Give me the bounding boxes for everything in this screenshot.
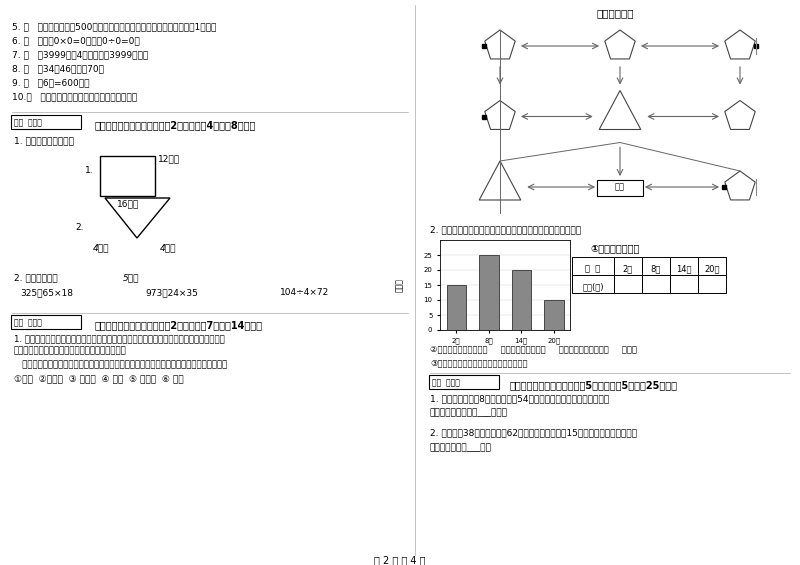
Bar — [479, 255, 498, 330]
Bar — [572, 275, 614, 293]
Text: 12厘米: 12厘米 — [158, 154, 180, 163]
Text: 4分米: 4分米 — [93, 243, 110, 252]
Text: 1. 走进动物园大门，正北面是狮子山和熊猫馆，狮子山的东侧是飞禽馆，西侧是猴园。大象: 1. 走进动物园大门，正北面是狮子山和熊猫馆，狮子山的东侧是飞禽馆，西侧是猴园。… — [14, 334, 225, 343]
Text: 6. （   ）因为0×0=0，所以0÷0=0。: 6. （ ）因为0×0=0，所以0÷0=0。 — [12, 36, 140, 45]
Text: 1. 求下面图形的周长。: 1. 求下面图形的周长。 — [14, 136, 74, 145]
Text: 时  间: 时 间 — [586, 264, 601, 273]
Bar — [614, 275, 642, 293]
Bar — [544, 300, 563, 330]
Text: 20时: 20时 — [704, 264, 720, 273]
Text: 9. （   ）6分=600秒。: 9. （ ）6分=600秒。 — [12, 78, 90, 87]
Text: 根据小强的描述，请你把这些动物馆馆所在的位置，在动物园的导游图上用序号表示出来。: 根据小强的描述，请你把这些动物馆馆所在的位置，在动物园的导游图上用序号表示出来。 — [14, 360, 227, 369]
Polygon shape — [605, 30, 635, 59]
Text: 2. 递等式计算。: 2. 递等式计算。 — [14, 273, 58, 282]
Text: 大门: 大门 — [615, 182, 625, 192]
Text: 1. 学校食堂买大米8袋，每袋大米54千克，学校食堂买大米多少千克！: 1. 学校食堂买大米8袋，每袋大米54千克，学校食堂买大米多少千克！ — [430, 394, 609, 403]
Bar — [572, 257, 614, 275]
Text: 8时: 8时 — [651, 264, 661, 273]
Text: 得分  评卷人: 得分 评卷人 — [432, 378, 460, 387]
Text: 答：学校食堂买大米___千克。: 答：学校食堂买大米___千克。 — [430, 408, 508, 417]
Polygon shape — [479, 161, 521, 200]
FancyBboxPatch shape — [11, 315, 81, 329]
Polygon shape — [105, 198, 170, 238]
Bar — [614, 257, 642, 275]
Text: ③实际算一算，这天的平均气温是多少度？: ③实际算一算，这天的平均气温是多少度？ — [430, 358, 527, 367]
Polygon shape — [725, 101, 755, 129]
Text: 得分  评卷人: 得分 评卷人 — [14, 118, 42, 127]
Text: 5分米: 5分米 — [123, 273, 139, 282]
FancyBboxPatch shape — [429, 375, 499, 389]
Text: 1.: 1. — [85, 166, 94, 175]
Text: 四、看清题目，细心计算（共2小题，每题4分，共8分）。: 四、看清题目，细心计算（共2小题，每题4分，共8分）。 — [95, 120, 256, 130]
Text: 得分  评卷人: 得分 评卷人 — [14, 318, 42, 327]
Bar — [670, 275, 698, 293]
Text: 10.（   ）长方形的周长就是它四条边长度的和。: 10.（ ）长方形的周长就是它四条边长度的和。 — [12, 92, 137, 101]
Y-axis label: （度）: （度） — [394, 278, 404, 292]
Bar — [100, 156, 155, 196]
Bar — [642, 275, 670, 293]
Bar — [698, 275, 726, 293]
Text: 7. （   ）3999克与4千克相比，3999克重。: 7. （ ）3999克与4千克相比，3999克重。 — [12, 50, 148, 59]
Text: 答：一共需要花___元。: 答：一共需要花___元。 — [430, 443, 492, 452]
FancyBboxPatch shape — [11, 115, 81, 129]
Text: ②这一天的最高气温是（     ）度，最低气温是（     ）度，平均气温大约（     ）度。: ②这一天的最高气温是（ ）度，最低气温是（ ）度，平均气温大约（ ）度。 — [430, 345, 637, 354]
Bar — [670, 257, 698, 275]
Text: 5. （   ）小明家离学校500米，他每天上学、回家，一个来回一共要走1千米。: 5. （ ）小明家离学校500米，他每天上学、回家，一个来回一共要走1千米。 — [12, 22, 216, 31]
Text: 8. （   ）34与46的和是70。: 8. （ ）34与46的和是70。 — [12, 64, 104, 73]
Text: 325＋65×18: 325＋65×18 — [20, 288, 73, 297]
Text: 104÷4×72: 104÷4×72 — [280, 288, 330, 297]
Bar — [642, 257, 670, 275]
Polygon shape — [485, 30, 515, 59]
Bar — [511, 270, 531, 330]
Text: 六、活用知识，解决问题（共5小题，每题5分，共25分）。: 六、活用知识，解决问题（共5小题，每题5分，共25分）。 — [510, 380, 678, 390]
Text: 2. 下面是气温自测仪上记录的某天四个不同时间的气温情况：: 2. 下面是气温自测仪上记录的某天四个不同时间的气温情况： — [430, 225, 581, 234]
Text: 动物园导游图: 动物园导游图 — [596, 8, 634, 18]
Text: 2.: 2. — [75, 223, 83, 232]
Text: 2时: 2时 — [623, 264, 633, 273]
Text: 2. 一个排球38元，一个篮球62元，如果每种球各买15个，一共需要花多少钱？: 2. 一个排球38元，一个篮球62元，如果每种球各买15个，一共需要花多少钱？ — [430, 428, 637, 437]
Text: 4分米: 4分米 — [160, 243, 177, 252]
Polygon shape — [725, 171, 755, 200]
Polygon shape — [725, 30, 755, 59]
Text: ①狮山  ②熊猫馆  ③ 飞禽馆  ④ 猴园  ⑤ 大象馆  ⑥ 鱼馆: ①狮山 ②熊猫馆 ③ 飞禽馆 ④ 猴园 ⑤ 大象馆 ⑥ 鱼馆 — [14, 374, 184, 383]
Text: ①根据统计图填表: ①根据统计图填表 — [590, 243, 639, 253]
FancyBboxPatch shape — [597, 180, 643, 196]
Text: 16厘米: 16厘米 — [117, 199, 139, 208]
Bar — [446, 285, 466, 330]
Text: 973－24×35: 973－24×35 — [145, 288, 198, 297]
Text: 气温(度): 气温(度) — [582, 282, 604, 291]
Text: 第 2 页 共 4 页: 第 2 页 共 4 页 — [374, 555, 426, 565]
Polygon shape — [485, 101, 515, 129]
Polygon shape — [599, 90, 641, 129]
Text: 14时: 14时 — [676, 264, 692, 273]
Bar — [698, 257, 726, 275]
Text: 五、认真思考，综合能力（共2小题，每题7分，共14分）。: 五、认真思考，综合能力（共2小题，每题7分，共14分）。 — [95, 320, 263, 330]
Text: 馆和鱼馆的场地分别在动物园的东北角和西北角。: 馆和鱼馆的场地分别在动物园的东北角和西北角。 — [14, 346, 126, 355]
